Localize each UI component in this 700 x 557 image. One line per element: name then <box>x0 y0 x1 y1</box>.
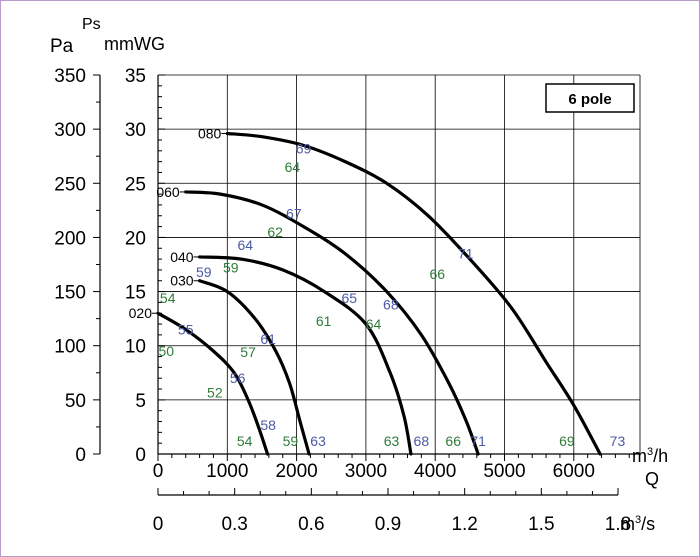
curve-060 <box>184 190 480 456</box>
mmwg-tick-label: 20 <box>125 228 146 249</box>
curve-020 <box>156 311 270 456</box>
curve-annotation: 67 <box>286 206 302 222</box>
curve-annotation: 54 <box>160 290 176 306</box>
axes <box>93 74 640 496</box>
curve-annotation: 59 <box>283 433 299 449</box>
curve-annotation: 64 <box>285 159 301 175</box>
curve-annotation: 52 <box>207 384 223 400</box>
m3h-tick-label: 2000 <box>275 461 317 482</box>
curve-annotation: 59 <box>196 264 212 280</box>
m3h-tick-label: 0 <box>153 461 164 482</box>
curve-annotation: 61 <box>260 331 276 347</box>
curve-annotation: 68 <box>414 433 430 449</box>
curve-040 <box>197 255 413 456</box>
curve-annotation: 69 <box>559 433 575 449</box>
pa-tick-label: 100 <box>54 337 86 358</box>
curve-annotation: 71 <box>458 246 474 262</box>
curve-080-label: 080 <box>198 125 222 141</box>
curve-annotation: 61 <box>316 313 332 329</box>
curve-annotation: 62 <box>267 224 283 240</box>
ps-unit-label: Ps <box>82 16 101 33</box>
curve-annotation: 63 <box>384 433 400 449</box>
curve-030-label: 030 <box>170 273 194 289</box>
curve-040-label: 040 <box>170 249 194 265</box>
curve-080 <box>225 131 602 456</box>
curve-annotation: 58 <box>260 417 276 433</box>
mmwg-unit-label: mmWG <box>104 34 165 54</box>
m3s-tick-label: 0 <box>153 514 164 535</box>
m3s-tick-label: 0.6 <box>298 514 324 535</box>
mmwg-tick-label: 35 <box>125 66 146 87</box>
m3s-tick-label: 1.8 <box>605 514 631 535</box>
curve-annotation: 65 <box>341 290 357 306</box>
curve-annotation: 59 <box>223 260 239 276</box>
pole-legend: 6 pole <box>545 83 635 113</box>
m3h-unit-label: m3/h <box>632 446 668 466</box>
curve-annotation: 68 <box>383 297 399 313</box>
curve-annotation: 57 <box>240 344 256 360</box>
mmwg-tick-label: 10 <box>125 337 146 358</box>
curve-annotation: 64 <box>238 237 254 253</box>
pa-tick-label: 350 <box>54 66 86 87</box>
m3h-tick-label: 5000 <box>483 461 525 482</box>
curve-060-label: 060 <box>156 184 180 200</box>
pole-legend-text: 6 pole <box>568 91 611 108</box>
mmwg-tick-label: 15 <box>125 283 146 304</box>
m3h-tick-label: 4000 <box>414 461 456 482</box>
pa-tick-label: 150 <box>54 283 86 304</box>
curve-annotation: 54 <box>237 433 253 449</box>
curve-annotation: 69 <box>296 141 312 157</box>
fan-curves: 020 030 040 060 080 <box>129 125 602 456</box>
curve-annotation: 55 <box>178 321 194 337</box>
curve-annotation: 64 <box>366 316 382 332</box>
pa-tick-label: 50 <box>65 391 86 412</box>
pa-tick-label: 300 <box>54 120 86 141</box>
m3s-tick-label: 1.5 <box>528 514 554 535</box>
m3h-tick-label: 3000 <box>345 461 387 482</box>
curve-annotation: 50 <box>159 343 175 359</box>
pa-tick-label: 200 <box>54 228 86 249</box>
curve-annotation: 66 <box>445 433 461 449</box>
m3s-tick-label: 0.3 <box>221 514 247 535</box>
m3s-tick-label: 1.2 <box>451 514 477 535</box>
pa-tick-label: 0 <box>75 445 86 466</box>
mmwg-tick-label: 5 <box>135 391 146 412</box>
curve-annotation: 66 <box>429 266 445 282</box>
m3s-tick-label: 0.9 <box>375 514 401 535</box>
curve-annotation: 71 <box>470 433 486 449</box>
m3s-unit-label: m3/s <box>620 514 655 534</box>
mmwg-tick-label: 30 <box>125 120 146 141</box>
unit-labels: Pa Ps mmWG m3/h Q m3/s <box>50 16 668 534</box>
m3h-tick-label: 6000 <box>553 461 595 482</box>
pa-unit-label: Pa <box>50 36 74 57</box>
pa-tick-label: 250 <box>54 174 86 195</box>
curve-030 <box>197 279 311 456</box>
m3h-tick-label: 1000 <box>206 461 248 482</box>
curve-annotation: 63 <box>310 433 326 449</box>
curve-annotation: 56 <box>230 370 246 386</box>
mmwg-tick-label: 0 <box>135 445 146 466</box>
curve-annotation: 73 <box>610 433 626 449</box>
curve-020-label: 020 <box>129 305 153 321</box>
q-unit-label: Q <box>645 469 659 489</box>
mmwg-tick-label: 25 <box>125 174 146 195</box>
